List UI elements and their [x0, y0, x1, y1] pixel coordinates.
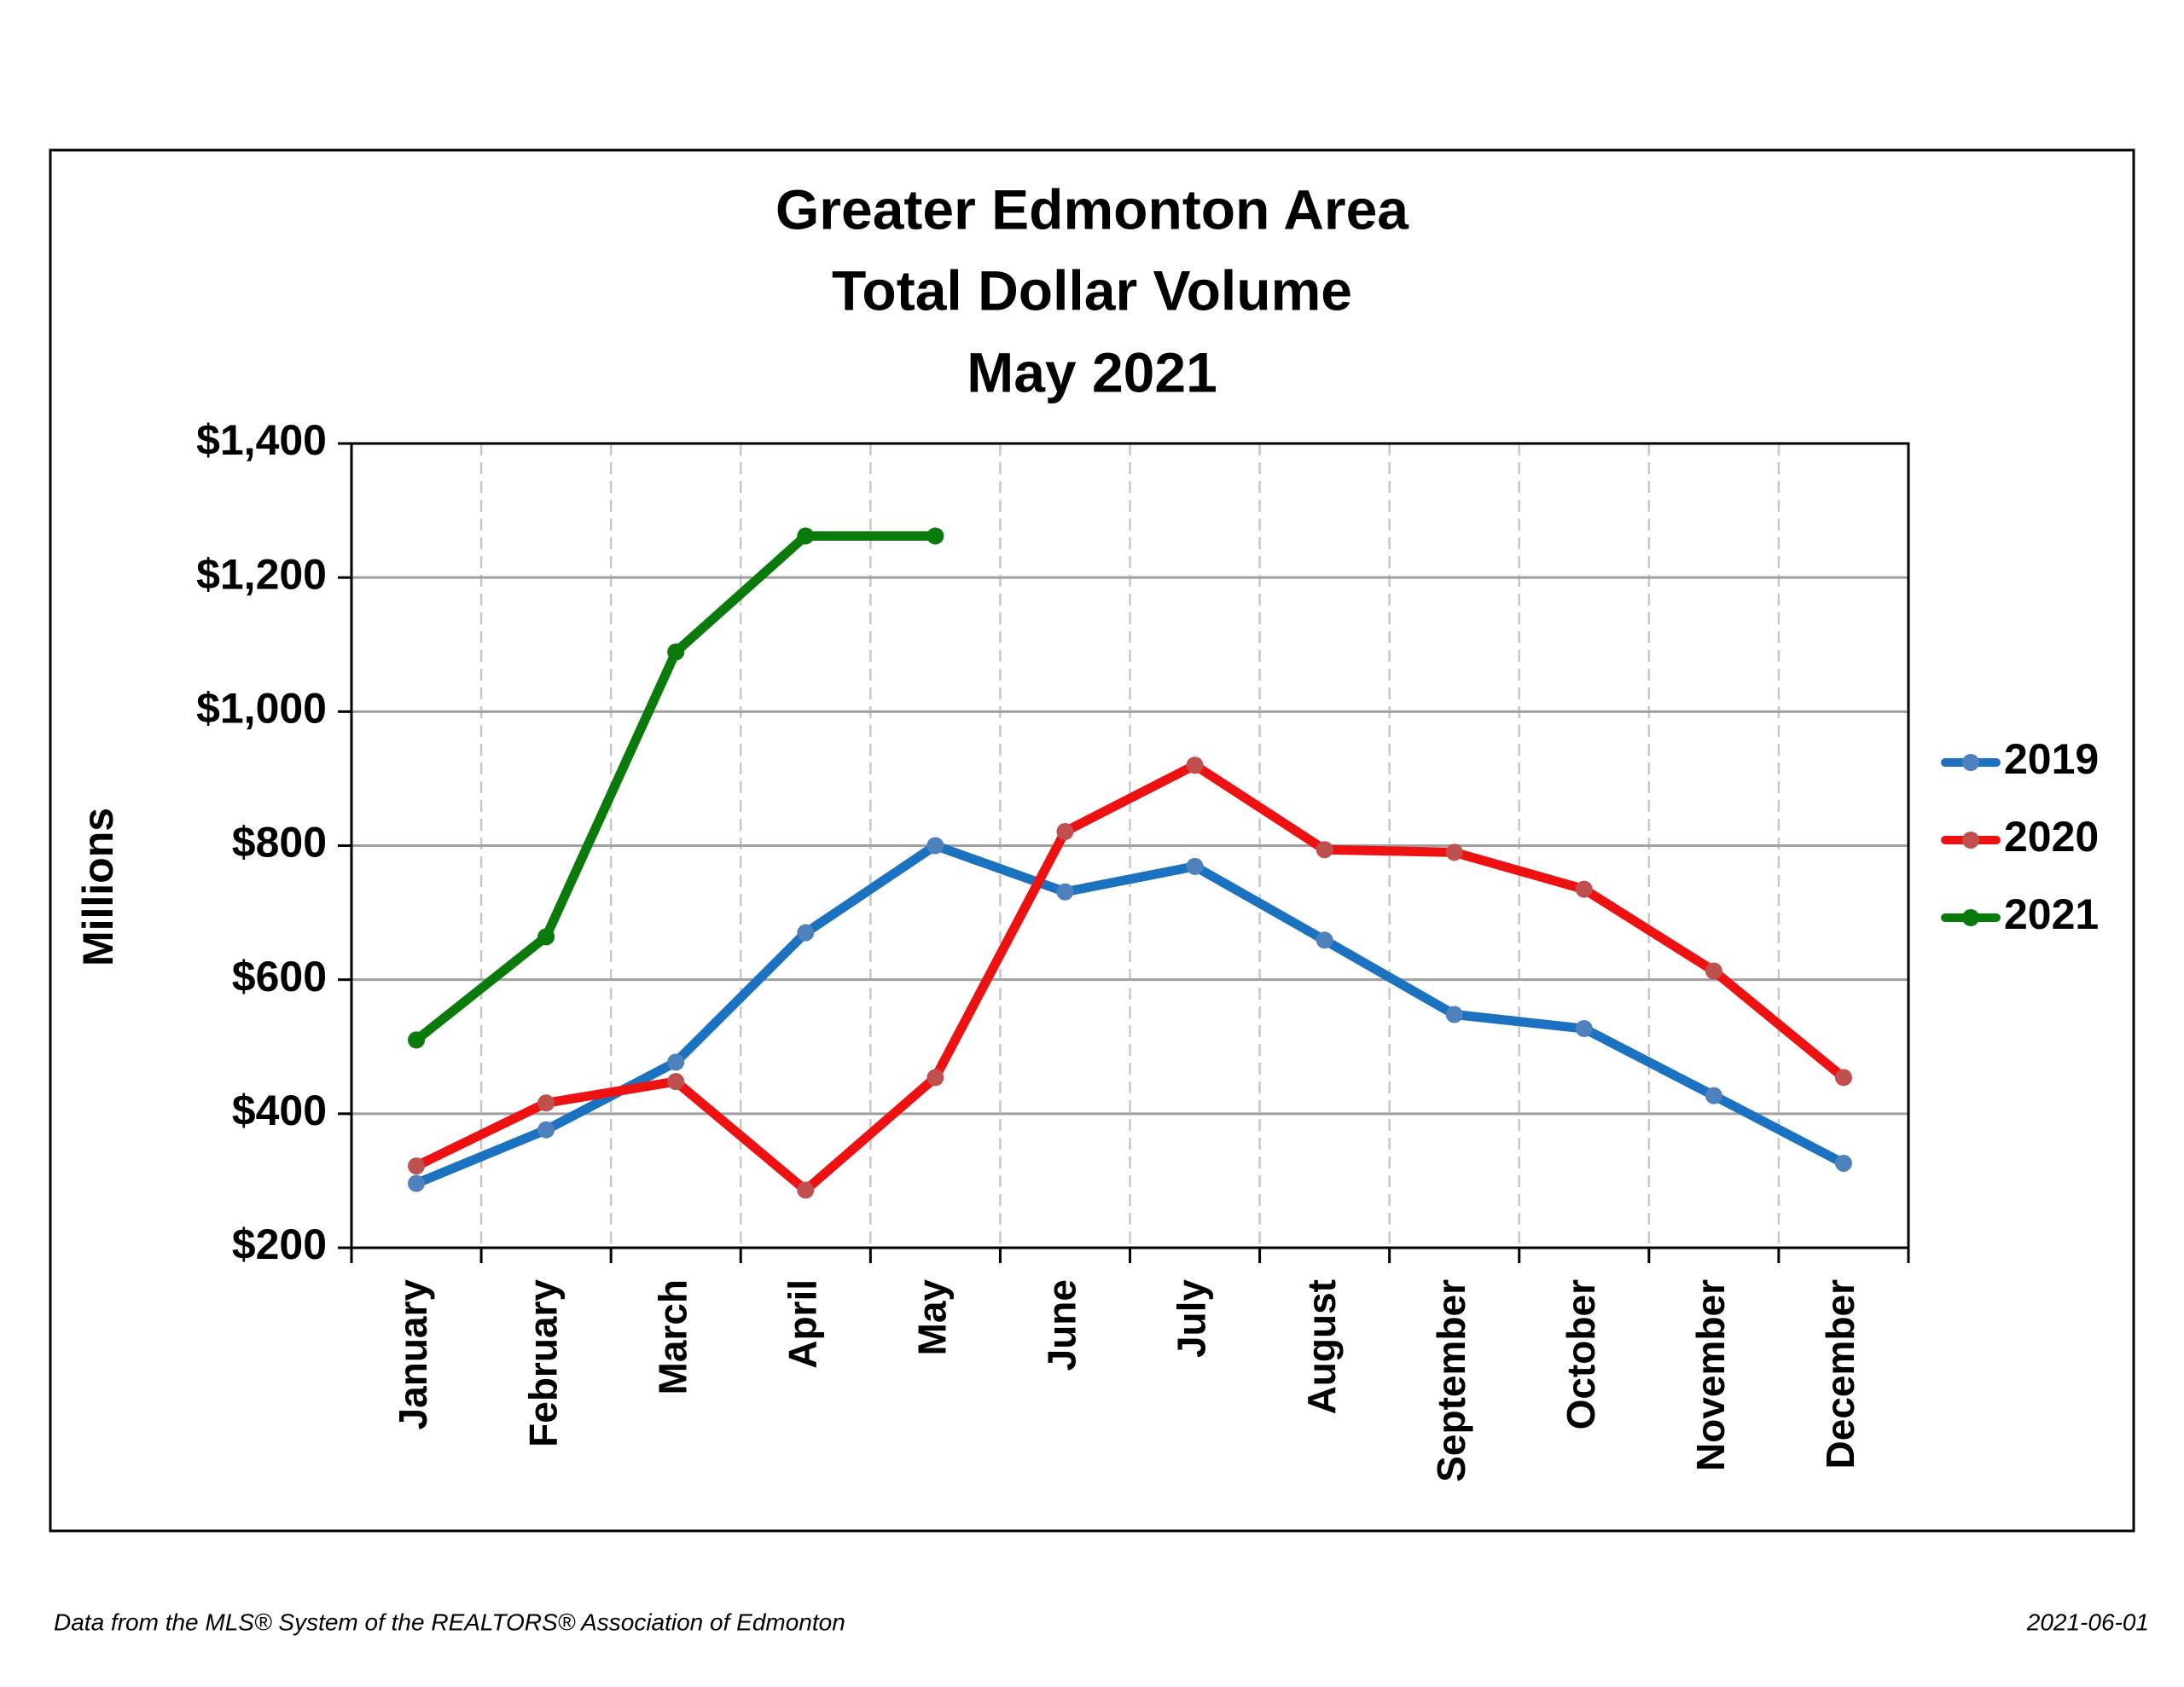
- point: [1705, 1087, 1722, 1104]
- point: [1186, 757, 1204, 774]
- x-tick-label: January: [391, 1279, 435, 1430]
- point: [1445, 844, 1463, 861]
- point: [926, 527, 944, 545]
- legend-marker: [1962, 832, 1979, 849]
- chart-title: Greater Edmonton Area: [775, 177, 1409, 241]
- point: [667, 1053, 685, 1071]
- point: [1445, 1006, 1463, 1023]
- point: [797, 924, 815, 942]
- y-tick-label: $1,200: [196, 550, 327, 598]
- point: [667, 643, 685, 661]
- point: [1316, 931, 1333, 949]
- point: [1186, 857, 1204, 875]
- point: [926, 1069, 944, 1087]
- x-tick-label: December: [1818, 1279, 1862, 1470]
- point: [1056, 822, 1074, 840]
- x-tick-label: July: [1170, 1279, 1214, 1358]
- point: [408, 1157, 426, 1175]
- point: [926, 837, 944, 855]
- y-tick-label: $1,400: [196, 416, 327, 464]
- legend-label: 2021: [2004, 890, 2099, 938]
- point: [1834, 1154, 1852, 1172]
- series-line: [411, 841, 1849, 1189]
- y-tick-label: $800: [232, 819, 327, 867]
- point: [1056, 883, 1074, 901]
- point: [1316, 841, 1333, 859]
- x-tick-label: September: [1429, 1279, 1473, 1482]
- x-tick-label: August: [1299, 1279, 1344, 1414]
- point: [797, 1181, 815, 1199]
- point: [797, 527, 815, 545]
- x-tick-label: April: [780, 1279, 824, 1369]
- y-tick-label: $400: [232, 1087, 327, 1134]
- x-tick-label: November: [1688, 1279, 1733, 1471]
- x-tick-label: March: [650, 1279, 694, 1394]
- y-tick-label: $1,000: [196, 685, 327, 733]
- x-tick-label: May: [910, 1279, 955, 1356]
- point: [408, 1174, 426, 1192]
- y-axis-title: Millions: [74, 808, 122, 966]
- series-line: [411, 760, 1849, 1195]
- legend-label: 2020: [2004, 813, 2099, 861]
- point: [1575, 880, 1593, 898]
- y-tick-label: $600: [232, 953, 327, 1000]
- chart-frame: [49, 148, 2135, 1533]
- x-tick-label: October: [1559, 1279, 1603, 1429]
- x-tick-label: June: [1040, 1279, 1084, 1371]
- legend-marker: [1962, 754, 1979, 771]
- chart-title: Total Dollar Volume: [832, 258, 1352, 322]
- point: [537, 1121, 555, 1139]
- point: [537, 928, 555, 946]
- x-tick-label: February: [520, 1279, 565, 1447]
- point: [1834, 1069, 1852, 1087]
- source-note: Data from the MLS® System of the REALTOR…: [54, 1609, 845, 1635]
- legend-marker: [1962, 909, 1979, 926]
- chart-title: May 2021: [967, 340, 1217, 403]
- y-tick-label: $200: [232, 1220, 327, 1268]
- date-note: 2021-06-01: [2026, 1609, 2149, 1635]
- legend-label: 2019: [2004, 735, 2099, 783]
- point: [408, 1031, 426, 1049]
- point: [1575, 1020, 1593, 1038]
- point: [537, 1094, 555, 1112]
- point: [1705, 962, 1722, 980]
- point: [667, 1073, 685, 1091]
